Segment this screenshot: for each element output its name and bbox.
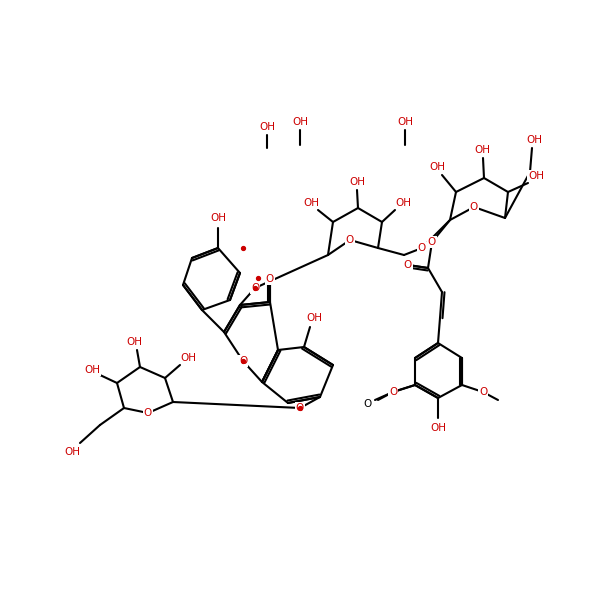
Text: OH: OH [474,145,490,155]
Text: O: O [404,260,412,270]
Text: OH: OH [526,135,542,145]
Text: OH: OH [126,337,142,347]
Text: O: O [418,243,426,253]
Text: O: O [296,403,304,413]
Text: OH: OH [306,313,322,323]
Text: OH: OH [528,171,544,181]
Text: OH: OH [430,423,446,433]
Text: O: O [389,387,397,397]
Text: OH: OH [84,365,100,375]
Text: OH: OH [292,117,308,127]
Text: OH: OH [210,213,226,223]
Text: O: O [346,235,354,245]
Text: OH: OH [349,177,365,187]
Text: OH: OH [429,162,445,172]
Text: O: O [389,387,397,397]
Text: O: O [479,387,487,397]
Text: O: O [364,399,372,409]
Text: OH: OH [395,198,411,208]
Text: O: O [239,356,247,366]
Text: O: O [470,202,478,212]
Text: O: O [428,237,436,247]
Text: O: O [479,387,487,397]
Text: OH: OH [259,122,275,132]
Text: O: O [266,274,274,284]
Text: O: O [144,408,152,418]
Text: O: O [251,283,259,293]
Text: OH: OH [64,447,80,457]
Text: OH: OH [180,353,196,363]
Text: OH: OH [303,198,319,208]
Text: OH: OH [397,117,413,127]
